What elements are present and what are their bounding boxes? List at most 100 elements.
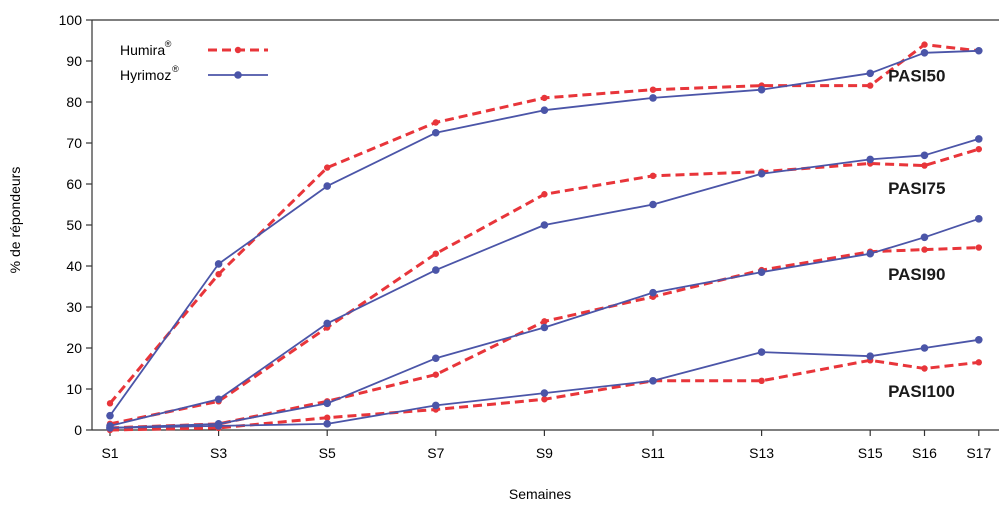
- data-point-pasi50-humira: [432, 119, 439, 126]
- data-point-pasi90-hyrimoz: [920, 233, 929, 242]
- x-tick-label: S15: [858, 445, 883, 461]
- x-tick-label: S7: [427, 445, 444, 461]
- data-point-pasi75-hyrimoz: [975, 135, 983, 143]
- data-point-pasi100-humira: [921, 365, 928, 372]
- x-tick-label: S9: [536, 445, 553, 461]
- data-point-pasi100-humira: [541, 396, 548, 403]
- legend-humira-label: Humira: [120, 42, 165, 58]
- data-point-pasi50-humira: [649, 86, 657, 93]
- series-layer: [106, 41, 983, 434]
- data-point-pasi75-hyrimoz: [920, 151, 929, 160]
- data-point-pasi100-hyrimoz: [540, 389, 549, 397]
- data-point-pasi100-humira: [324, 414, 331, 421]
- data-point-pasi75-humira: [432, 250, 439, 257]
- annotation-pasi75: PASI75: [888, 179, 945, 198]
- data-point-pasi50-hyrimoz: [975, 46, 983, 55]
- data-point-pasi100-hyrimoz: [757, 348, 766, 356]
- data-point-pasi50-humira: [921, 41, 928, 48]
- x-tick-label: S17: [966, 445, 991, 461]
- data-point-pasi90-humira: [921, 246, 928, 253]
- series-line-pasi100-hyrimoz: [109, 338, 979, 429]
- series-line-pasi100-humira: [109, 358, 979, 432]
- data-point-pasi50-hyrimoz: [540, 106, 549, 114]
- y-tick-label: 40: [66, 258, 82, 274]
- data-point-pasi90-hyrimoz: [540, 323, 549, 332]
- x-tick-label: S1: [101, 445, 118, 461]
- series-annotations: PASI50 PASI75 PASI90 PASI100: [888, 66, 955, 401]
- data-point-pasi90-hyrimoz: [432, 354, 440, 363]
- legend-humira-registered-mark: ®: [165, 39, 172, 49]
- data-point-pasi75-humira: [541, 191, 548, 198]
- data-point-pasi90-humira: [541, 318, 548, 325]
- data-point-pasi75-hyrimoz: [214, 395, 223, 404]
- x-tick-label: S13: [749, 445, 774, 461]
- data-point-pasi90-humira: [975, 244, 982, 251]
- data-point-pasi50-hyrimoz: [323, 182, 332, 190]
- data-point-pasi75-hyrimoz: [432, 266, 440, 274]
- y-axis-ticks: 0 10 20 30 40 50 60 70 80 90 100: [59, 12, 92, 438]
- data-point-pasi75-humira: [921, 162, 928, 169]
- legend-hyrimoz-registered-mark: ®: [172, 64, 179, 74]
- data-point-pasi50-hyrimoz: [866, 69, 874, 78]
- y-tick-label: 50: [66, 217, 82, 233]
- data-point-pasi50-hyrimoz: [106, 411, 114, 420]
- series-line-pasi90-hyrimoz: [109, 217, 980, 429]
- y-tick-label: 90: [66, 53, 82, 69]
- legend-humira-marker: [234, 46, 242, 54]
- series-line-pasi90-humira: [109, 246, 979, 430]
- y-tick-label: 20: [66, 340, 82, 356]
- data-point-pasi75-hyrimoz: [540, 221, 549, 229]
- data-point-pasi75-hyrimoz: [757, 169, 766, 178]
- data-point-pasi75-humira: [649, 172, 657, 179]
- y-tick-label: 0: [74, 422, 82, 438]
- legend: Humira ®Hyrimoz ®: [120, 39, 268, 83]
- annotation-pasi100: PASI100: [888, 382, 955, 401]
- data-point-pasi50-humira: [106, 400, 114, 407]
- data-point-pasi90-hyrimoz: [323, 399, 332, 408]
- y-tick-label: 100: [59, 12, 83, 28]
- x-tick-label: S3: [210, 445, 227, 461]
- data-point-pasi75-hyrimoz: [866, 155, 874, 164]
- y-tick-label: 80: [66, 94, 82, 110]
- data-point-pasi90-hyrimoz: [866, 249, 874, 258]
- data-point-pasi50-hyrimoz: [432, 128, 440, 137]
- y-tick-label: 30: [66, 299, 82, 315]
- data-point-pasi50-hyrimoz: [757, 85, 766, 94]
- series-line-pasi75-humira: [109, 147, 980, 426]
- data-point-pasi75-hyrimoz: [649, 200, 657, 209]
- data-point-pasi100-hyrimoz: [432, 401, 440, 410]
- x-tick-label: S16: [912, 445, 937, 461]
- data-point-pasi50-hyrimoz: [214, 260, 223, 268]
- y-tick-label: 60: [66, 176, 82, 192]
- data-point-pasi75-humira: [975, 145, 982, 153]
- data-point-pasi50-humira: [215, 271, 222, 278]
- data-point-pasi50-hyrimoz: [920, 49, 929, 57]
- legend-hyrimoz-marker: [234, 71, 242, 79]
- series-line-pasi50-hyrimoz: [109, 49, 979, 417]
- data-point-pasi90-hyrimoz: [757, 268, 766, 276]
- data-point-pasi100-hyrimoz: [214, 422, 223, 430]
- data-point-pasi90-hyrimoz: [649, 288, 657, 297]
- x-axis-ticks: S1 S3 S5 S7 S9 S11 S13 S15 S16 S17: [101, 430, 991, 461]
- y-axis-label: % de répondeurs: [7, 167, 23, 274]
- y-tick-label: 10: [66, 381, 82, 397]
- x-tick-label: S5: [319, 445, 336, 461]
- data-point-pasi100-hyrimoz: [649, 377, 657, 385]
- y-tick-label: 70: [66, 135, 82, 151]
- data-point-pasi90-humira: [432, 371, 439, 378]
- data-point-pasi50-humira: [324, 164, 331, 171]
- data-point-pasi100-humira: [758, 377, 765, 384]
- data-point-pasi50-humira: [541, 94, 548, 102]
- data-point-pasi50-hyrimoz: [649, 94, 657, 102]
- data-point-pasi75-hyrimoz: [323, 319, 332, 328]
- data-point-pasi100-hyrimoz: [866, 352, 874, 361]
- x-axis-label: Semaines: [509, 486, 571, 502]
- data-point-pasi100-humira: [975, 359, 982, 366]
- data-point-pasi100-hyrimoz: [975, 336, 983, 344]
- data-point-pasi100-hyrimoz: [323, 420, 332, 428]
- legend-hyrimoz-label: Hyrimoz: [120, 67, 171, 83]
- data-point-pasi100-hyrimoz: [920, 344, 929, 352]
- x-tick-label: S11: [641, 445, 665, 461]
- data-point-pasi50-humira: [867, 82, 874, 89]
